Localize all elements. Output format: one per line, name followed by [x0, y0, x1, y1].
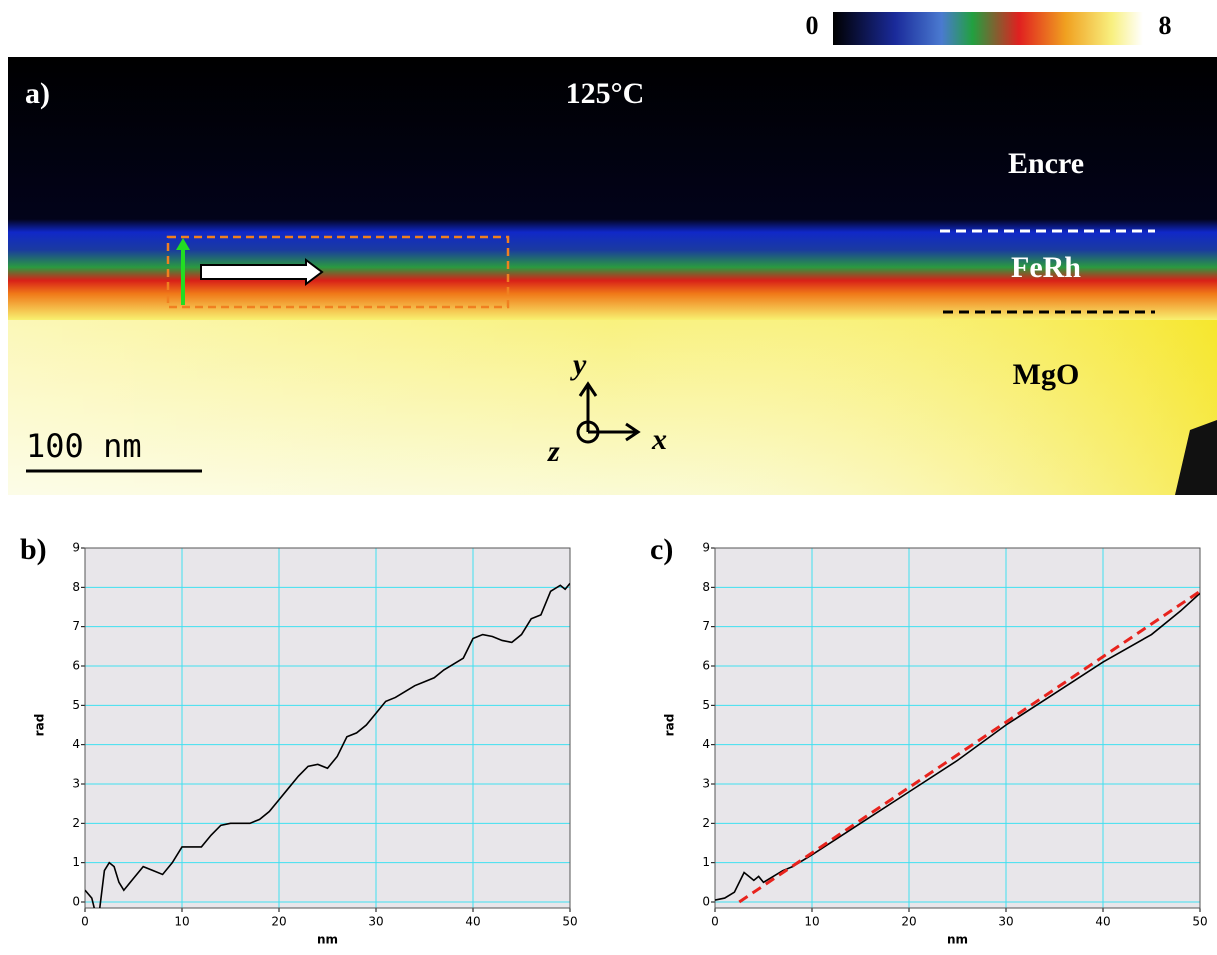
x-tick-label: 30 — [368, 915, 383, 929]
panel-label: b) — [20, 533, 47, 566]
x-tick-label: 20 — [901, 915, 916, 929]
x-axis-label: nm — [947, 933, 968, 947]
white-arrow — [200, 258, 324, 286]
panel-label: a) — [25, 77, 50, 110]
axes-glyph — [576, 381, 641, 444]
y-tick-label: 7 — [72, 619, 80, 633]
axis-name: y — [570, 348, 587, 381]
plot-frame — [714, 547, 1201, 909]
colorbar-min: 0 — [806, 11, 819, 40]
y-tick-label: 3 — [72, 777, 80, 791]
y-tick-label: 5 — [72, 698, 80, 712]
corner-shadow — [1175, 420, 1217, 495]
y-tick-label: 6 — [702, 659, 710, 673]
x-axis-label: nm — [317, 933, 338, 947]
x-tick-label: 50 — [1192, 915, 1207, 929]
y-tick-label: 4 — [702, 737, 710, 751]
fit-line — [738, 590, 1200, 904]
x-tick-label: 30 — [998, 915, 1013, 929]
y-tick-label: 2 — [702, 816, 710, 830]
plot-area — [715, 548, 1200, 908]
scale-bar-label: 100 nm — [26, 427, 142, 465]
x-tick-label: 50 — [562, 915, 577, 929]
layer-label: FeRh — [1011, 251, 1081, 284]
y-tick-label: 3 — [702, 777, 710, 791]
green-arrow-head — [176, 238, 190, 250]
temperature: 125°C — [566, 77, 645, 110]
y-tick-label: 9 — [702, 541, 710, 555]
plot-frame — [84, 547, 571, 909]
x-tick-label: 0 — [711, 915, 719, 929]
y-tick-label: 0 — [702, 895, 710, 909]
axis-name: z — [547, 435, 560, 468]
y-tick-label: 4 — [72, 737, 80, 751]
y-axis-label: rad — [33, 714, 47, 737]
layer-label: MgO — [1013, 358, 1080, 391]
y-tick-label: 1 — [702, 855, 710, 869]
x-tick-label: 40 — [1095, 915, 1110, 929]
panel-a: a) 125°C Encre FeRh MgO 100 nm y x z — [8, 57, 1217, 495]
y-tick-label: 2 — [72, 816, 80, 830]
x-tick-label: 10 — [174, 915, 189, 929]
x-tick-label: 10 — [804, 915, 819, 929]
y-tick-label: 0 — [72, 895, 80, 909]
y-tick-label: 5 — [702, 698, 710, 712]
x-tick-label: 40 — [465, 915, 480, 929]
plot-area — [85, 548, 570, 908]
colorbar-gradient — [833, 12, 1143, 45]
data-line — [85, 582, 570, 908]
y-tick-label: 8 — [72, 580, 80, 594]
charts: 0 1 2 3 4 5 6 7 8 9 0 10 20 30 40 50 b) nm rad 0 1 2 3 4 5 6 7 8 9 0 1… — [20, 533, 1208, 947]
y-tick-label: 9 — [72, 541, 80, 555]
panel-label: c) — [650, 533, 673, 566]
y-tick-label: 8 — [702, 580, 710, 594]
colorbar-max: 8 — [1159, 11, 1172, 40]
substrate-tint — [8, 320, 1217, 495]
y-axis-label: rad — [663, 714, 677, 737]
colorbar: 0 8 — [806, 11, 1172, 45]
axis-name: x — [651, 423, 667, 456]
x-tick-label: 20 — [271, 915, 286, 929]
layer-label: Encre — [1008, 147, 1084, 180]
y-tick-label: 7 — [702, 619, 710, 633]
y-tick-label: 6 — [72, 659, 80, 673]
profile-box — [166, 235, 510, 309]
x-tick-label: 0 — [81, 915, 89, 929]
y-tick-label: 1 — [72, 855, 80, 869]
